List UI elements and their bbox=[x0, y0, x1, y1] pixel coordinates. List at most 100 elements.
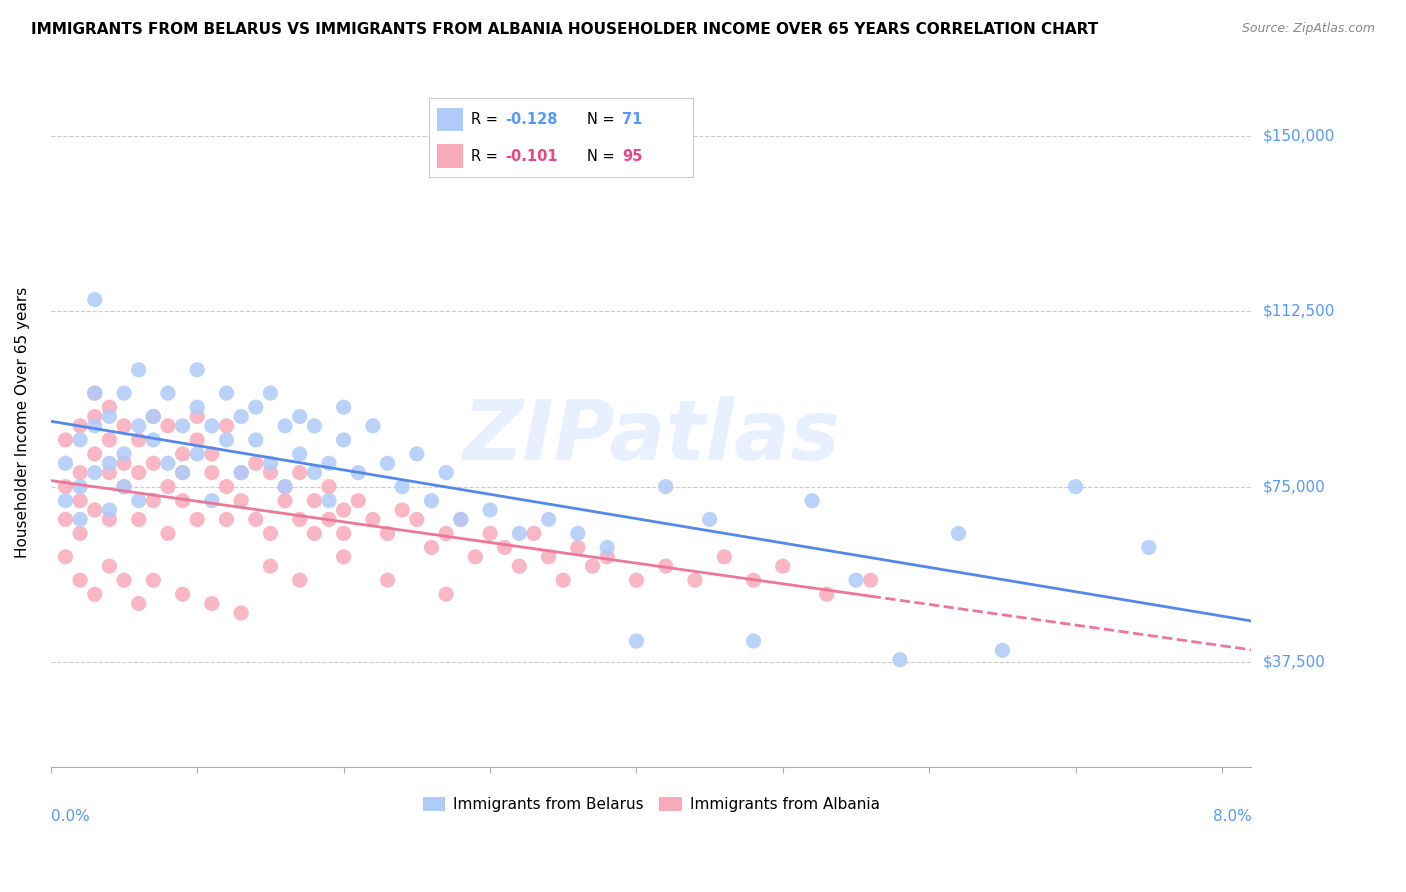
Point bbox=[434, 526, 457, 541]
Point bbox=[172, 466, 194, 480]
Point bbox=[859, 573, 882, 587]
Point bbox=[391, 503, 413, 517]
Point bbox=[215, 512, 238, 526]
Point bbox=[304, 466, 326, 480]
Point bbox=[626, 634, 648, 648]
Point bbox=[713, 549, 735, 564]
Point bbox=[112, 447, 135, 461]
Point bbox=[245, 433, 267, 447]
Point bbox=[288, 512, 311, 526]
Point bbox=[142, 409, 165, 424]
Point bbox=[405, 447, 427, 461]
Point bbox=[231, 409, 253, 424]
Point bbox=[201, 466, 224, 480]
Point bbox=[801, 493, 824, 508]
Point bbox=[83, 293, 105, 307]
Point bbox=[537, 549, 560, 564]
Point bbox=[553, 573, 575, 587]
Point bbox=[69, 433, 91, 447]
Point bbox=[626, 573, 648, 587]
Point bbox=[156, 480, 179, 494]
Point bbox=[274, 418, 297, 433]
Point bbox=[128, 512, 150, 526]
Text: $37,500: $37,500 bbox=[1263, 655, 1326, 670]
Point bbox=[288, 573, 311, 587]
Point bbox=[434, 466, 457, 480]
Point bbox=[288, 466, 311, 480]
Point bbox=[332, 549, 354, 564]
Text: ZIPatlas: ZIPatlas bbox=[463, 396, 839, 476]
Point bbox=[69, 480, 91, 494]
Point bbox=[332, 503, 354, 517]
Point bbox=[83, 386, 105, 401]
Point bbox=[654, 480, 676, 494]
Point bbox=[55, 512, 77, 526]
Text: 0.0%: 0.0% bbox=[51, 809, 90, 823]
Point bbox=[742, 573, 765, 587]
Point bbox=[215, 386, 238, 401]
Point bbox=[172, 418, 194, 433]
Point bbox=[215, 418, 238, 433]
Point bbox=[420, 541, 443, 555]
Point bbox=[288, 447, 311, 461]
Point bbox=[332, 526, 354, 541]
Point bbox=[83, 386, 105, 401]
Point bbox=[55, 456, 77, 470]
Point bbox=[567, 526, 589, 541]
Point bbox=[69, 512, 91, 526]
Point bbox=[377, 456, 399, 470]
Text: IMMIGRANTS FROM BELARUS VS IMMIGRANTS FROM ALBANIA HOUSEHOLDER INCOME OVER 65 YE: IMMIGRANTS FROM BELARUS VS IMMIGRANTS FR… bbox=[31, 22, 1098, 37]
Point bbox=[318, 493, 340, 508]
Point bbox=[69, 493, 91, 508]
Point bbox=[259, 456, 281, 470]
Point bbox=[245, 456, 267, 470]
Point bbox=[494, 541, 516, 555]
Point bbox=[889, 653, 911, 667]
Point bbox=[156, 386, 179, 401]
Point bbox=[596, 549, 619, 564]
Point bbox=[288, 409, 311, 424]
Point bbox=[523, 526, 546, 541]
Point bbox=[231, 466, 253, 480]
Point bbox=[186, 400, 208, 414]
Point bbox=[1064, 480, 1087, 494]
Point bbox=[596, 541, 619, 555]
Point bbox=[581, 559, 603, 574]
Point bbox=[464, 549, 486, 564]
Y-axis label: Householder Income Over 65 years: Householder Income Over 65 years bbox=[15, 286, 30, 558]
Point bbox=[259, 559, 281, 574]
Point bbox=[332, 433, 354, 447]
Point bbox=[434, 587, 457, 601]
Point bbox=[83, 447, 105, 461]
Point bbox=[304, 418, 326, 433]
Point bbox=[69, 573, 91, 587]
Point bbox=[347, 466, 370, 480]
Text: $112,500: $112,500 bbox=[1263, 304, 1334, 318]
Text: Source: ZipAtlas.com: Source: ZipAtlas.com bbox=[1241, 22, 1375, 36]
Text: $150,000: $150,000 bbox=[1263, 128, 1334, 144]
Point bbox=[55, 493, 77, 508]
Point bbox=[845, 573, 868, 587]
Point bbox=[259, 386, 281, 401]
Point bbox=[128, 597, 150, 611]
Point bbox=[172, 447, 194, 461]
Point bbox=[1137, 541, 1160, 555]
Point bbox=[948, 526, 970, 541]
Point bbox=[377, 573, 399, 587]
Point bbox=[128, 363, 150, 377]
Point bbox=[391, 480, 413, 494]
Point bbox=[128, 493, 150, 508]
Point bbox=[274, 493, 297, 508]
Point bbox=[318, 456, 340, 470]
Point bbox=[479, 503, 502, 517]
Legend: Immigrants from Belarus, Immigrants from Albania: Immigrants from Belarus, Immigrants from… bbox=[416, 791, 886, 818]
Point bbox=[231, 493, 253, 508]
Point bbox=[98, 409, 121, 424]
Point bbox=[112, 573, 135, 587]
Point bbox=[186, 447, 208, 461]
Point bbox=[304, 526, 326, 541]
Point bbox=[377, 526, 399, 541]
Point bbox=[274, 480, 297, 494]
Point bbox=[55, 433, 77, 447]
Point bbox=[537, 512, 560, 526]
